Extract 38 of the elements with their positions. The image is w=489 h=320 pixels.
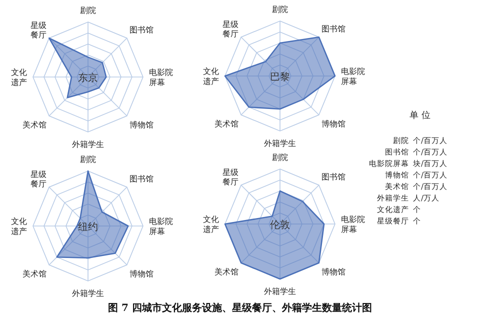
spoke-label: 电影院屏幕 [341, 215, 365, 234]
spoke-label: 星级餐厅 [222, 168, 239, 186]
spoke-label: 美术馆 [22, 120, 47, 130]
spoke-label: 博物馆 [321, 119, 346, 128]
spoke-label: 外籍学生 [72, 289, 104, 298]
spoke-label: 美术馆 [22, 269, 47, 278]
spoke-label: 外籍学生 [72, 140, 104, 149]
text: 单 位 [410, 110, 430, 121]
spoke-label: 图书馆 [321, 172, 346, 182]
spoke-label: 文化遗产 [11, 68, 27, 87]
spoke-label: 星级餐厅 [222, 20, 239, 38]
text: 东京 [78, 72, 98, 84]
spoke-label: 图书馆 [129, 174, 154, 184]
spoke-label: 博物馆 [129, 269, 154, 278]
spoke-label: 图书馆 [321, 24, 346, 34]
spoke-label: 美术馆 [214, 267, 239, 276]
spoke-label: 文化遗产 [203, 215, 219, 234]
text: 纽约 [78, 221, 98, 233]
spoke-label: 外籍学生 [264, 287, 296, 296]
spoke-label: 博物馆 [321, 267, 346, 276]
text: 图 7 四城市文化服务设施、星级餐厅、外籍学生数量统计图 [108, 302, 372, 314]
spoke-label: 美术馆 [214, 119, 239, 128]
spoke-label: 电影院屏幕 [149, 68, 173, 87]
spoke-label: 文化遗产 [203, 67, 219, 86]
spoke-label: 外籍学生 [264, 139, 296, 148]
spoke-label: 电影院屏幕 [149, 217, 173, 236]
spoke-label: 电影院屏幕 [341, 67, 365, 86]
spoke-label: 文化遗产 [11, 217, 27, 236]
spoke-label: 星级餐厅 [30, 170, 47, 188]
text: 伦敦 [270, 219, 290, 231]
spoke-label: 星级餐厅 [30, 20, 47, 40]
spoke-label: 剧院 [80, 155, 96, 164]
spoke-label: 剧院 [272, 153, 288, 162]
spoke-label: 剧院 [272, 5, 288, 14]
text: 巴黎 [270, 71, 290, 83]
spoke-label: 博物馆 [129, 120, 154, 130]
spoke-label: 图书馆 [129, 26, 154, 35]
spoke-label: 剧院 [80, 6, 96, 15]
